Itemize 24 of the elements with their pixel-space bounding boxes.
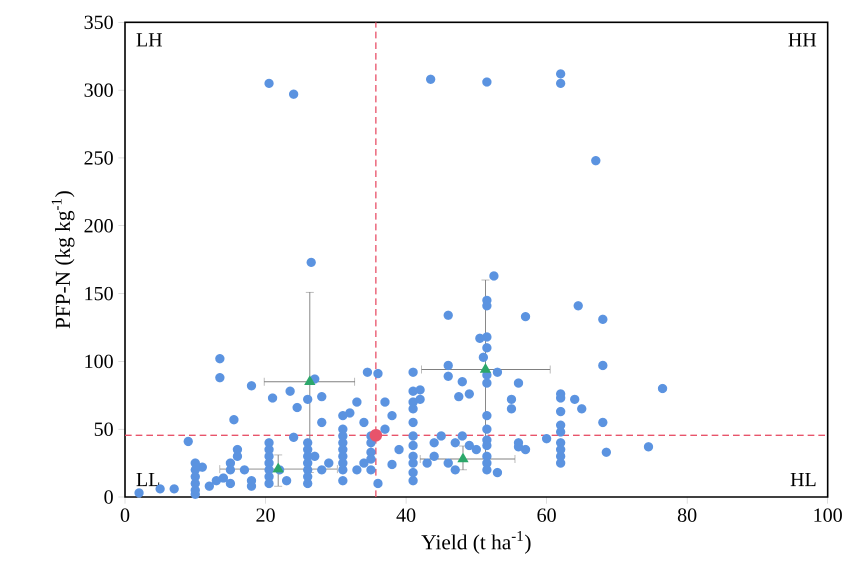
y-tick-label: 300 (84, 83, 113, 97)
x-tick-label: 0 (120, 508, 130, 522)
point (458, 452, 468, 462)
y-tick-label: 200 (84, 219, 113, 233)
point (480, 363, 491, 373)
y-tick-label: 150 (85, 286, 113, 300)
x-axis-title: Yield (t ha$^{-1}$) (421, 531, 531, 554)
annotation: LL (136, 472, 160, 486)
annotation: HL (790, 472, 816, 486)
y-tick-label: 350 (84, 16, 113, 30)
x-tick-label: 20 (256, 508, 275, 522)
y-axis-title: PFP-N (kg kg$^{-1}$) (52, 191, 74, 328)
x-tick-label: 100 (814, 508, 842, 522)
y-tick-label: 0 (104, 490, 113, 504)
annotation: HH (788, 33, 816, 46)
point (304, 375, 316, 385)
x-tick-label: 40 (396, 508, 416, 522)
x-tick-label: 60 (537, 508, 556, 522)
point (272, 462, 284, 472)
y-tick-label: 100 (85, 354, 113, 368)
annotation: LH (136, 33, 162, 46)
y-tick-label: 250 (84, 151, 113, 165)
x-tick-label: 80 (678, 508, 696, 522)
y-tick-label: 50 (94, 422, 113, 436)
